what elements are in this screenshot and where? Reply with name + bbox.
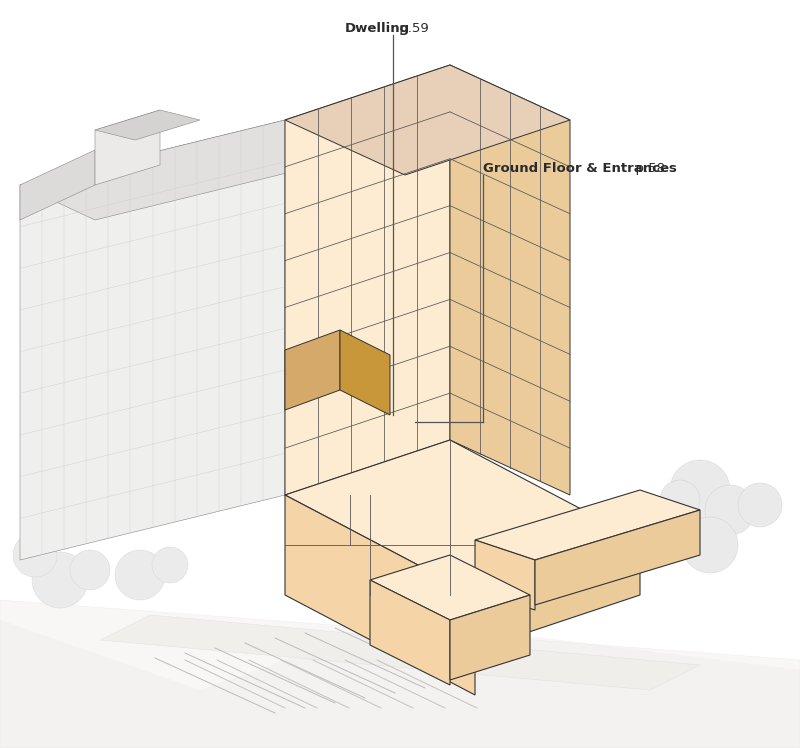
- Polygon shape: [285, 120, 360, 530]
- Circle shape: [670, 460, 730, 520]
- Text: p.58: p.58: [627, 162, 665, 175]
- Polygon shape: [20, 120, 285, 560]
- Text: Dwelling: Dwelling: [345, 22, 410, 35]
- Polygon shape: [450, 595, 530, 680]
- Circle shape: [152, 547, 188, 583]
- Polygon shape: [95, 110, 200, 140]
- Circle shape: [70, 550, 110, 590]
- Circle shape: [705, 485, 755, 535]
- Circle shape: [660, 480, 700, 520]
- Polygon shape: [340, 330, 390, 415]
- Polygon shape: [100, 615, 700, 690]
- Polygon shape: [285, 65, 450, 495]
- Polygon shape: [0, 600, 800, 748]
- Polygon shape: [20, 150, 95, 220]
- Circle shape: [32, 552, 88, 608]
- Circle shape: [13, 533, 57, 577]
- Polygon shape: [475, 490, 700, 560]
- Circle shape: [738, 483, 782, 527]
- Polygon shape: [475, 540, 640, 650]
- Polygon shape: [285, 65, 570, 175]
- Text: Ground Floor & Entrances: Ground Floor & Entrances: [483, 162, 677, 175]
- Polygon shape: [450, 65, 570, 495]
- Polygon shape: [535, 510, 700, 605]
- Polygon shape: [285, 495, 475, 695]
- Polygon shape: [285, 440, 640, 595]
- Text: p.59: p.59: [394, 22, 428, 35]
- Polygon shape: [20, 120, 360, 220]
- Polygon shape: [475, 540, 535, 610]
- Polygon shape: [370, 580, 450, 685]
- Circle shape: [682, 517, 738, 573]
- Polygon shape: [285, 330, 340, 410]
- Polygon shape: [95, 110, 160, 185]
- Polygon shape: [0, 620, 800, 748]
- Circle shape: [115, 550, 165, 600]
- Polygon shape: [370, 555, 530, 620]
